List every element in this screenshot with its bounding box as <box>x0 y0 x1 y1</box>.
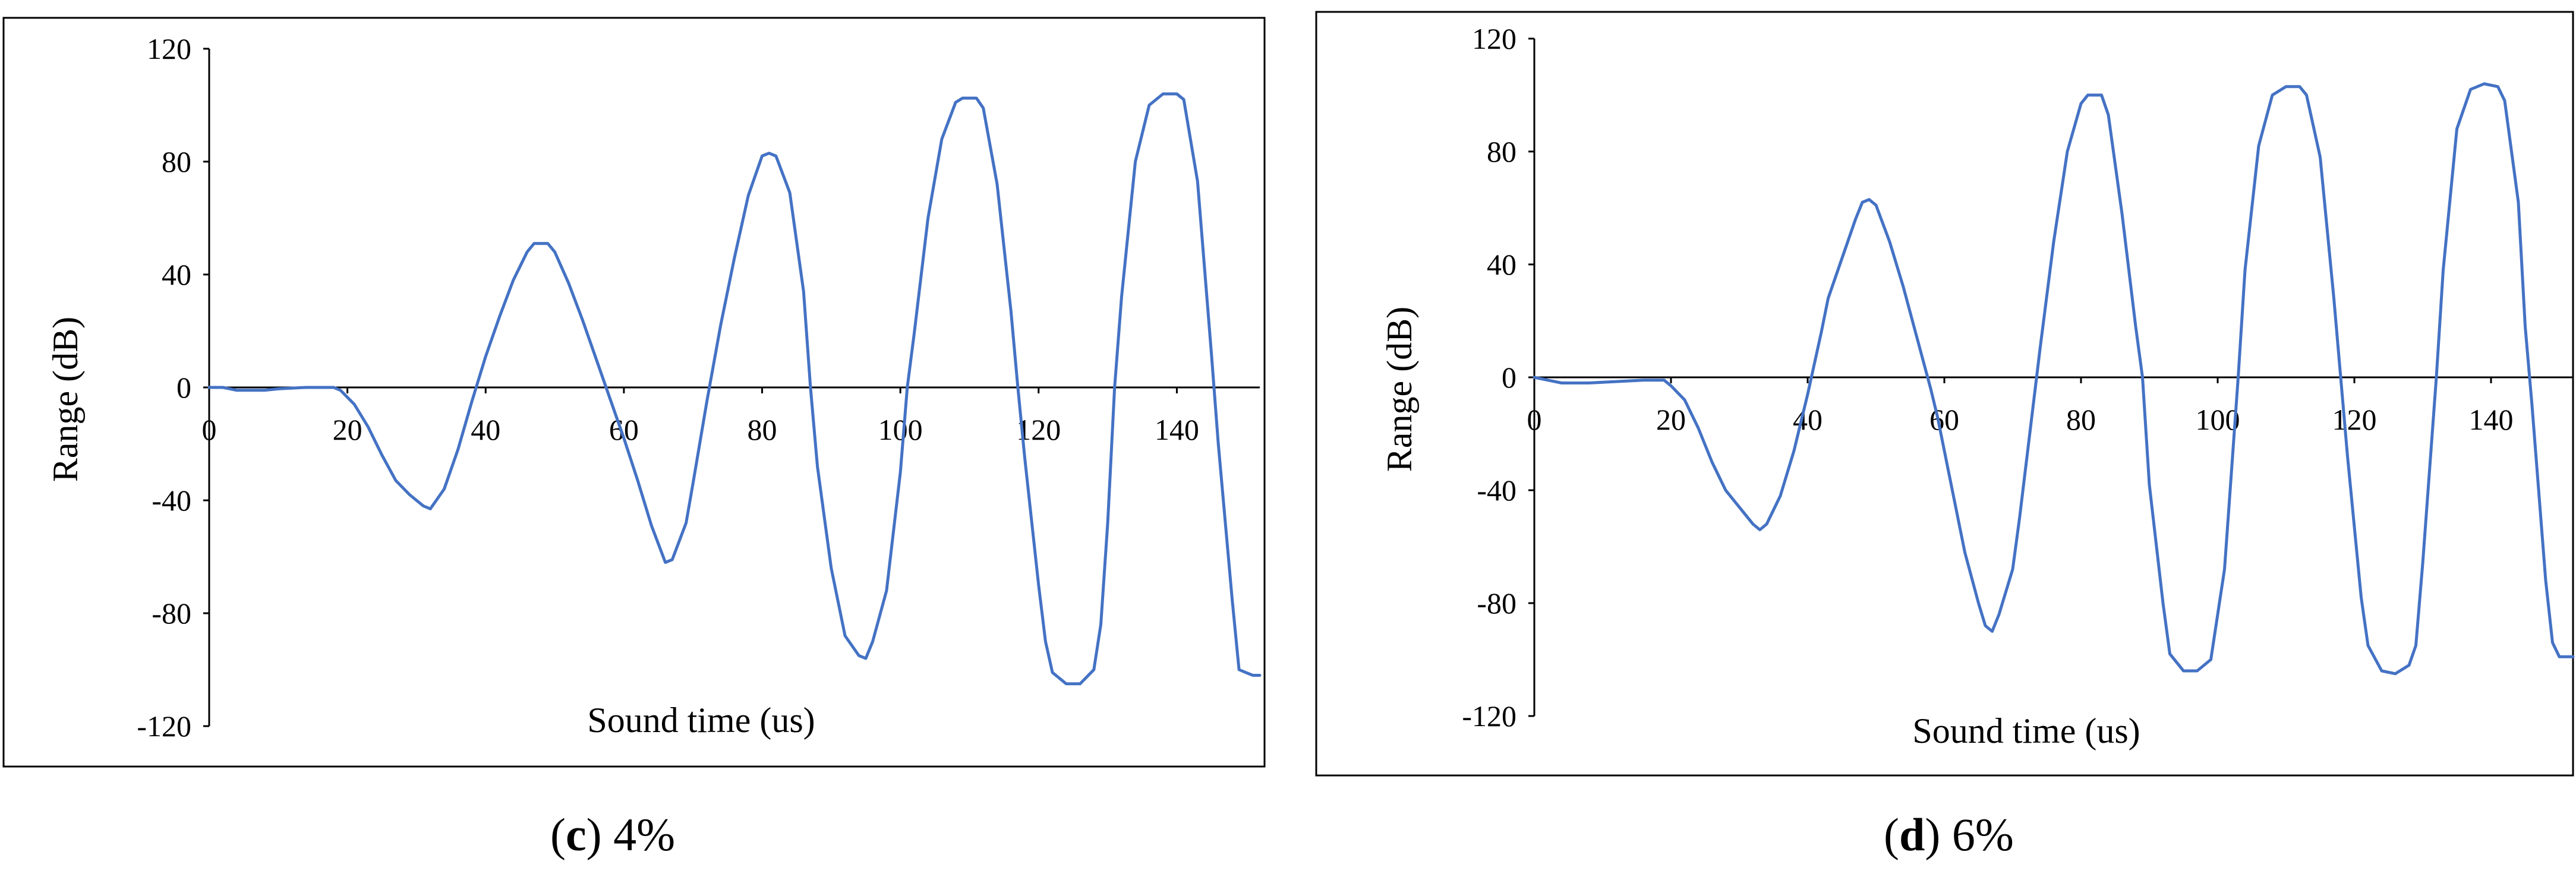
chart-panel-c: 120 80 40 0 -40 -80 -120 0 20 40 60 80 100 120 140 Soun… <box>2 17 1266 860</box>
x-tick-label: 20 <box>1656 403 1686 436</box>
y-tick-label: 80 <box>162 145 191 178</box>
y-tick-label: -80 <box>152 597 191 630</box>
chart-panel-d: 120 80 40 0 -40 -80 -120 0 20 40 60 80 100 120 140 Soun… <box>1289 0 2576 883</box>
caption-letter: c <box>565 809 587 860</box>
x-tick-label: 40 <box>471 413 500 446</box>
caption-letter: d <box>1899 809 1925 860</box>
x-tick-label: 0 <box>202 413 217 446</box>
caption-d: (d) 6% <box>1884 809 2014 860</box>
x-tick-label: 140 <box>2469 403 2514 436</box>
y-axis-title: Range (dB) <box>46 317 85 482</box>
y-tick-label: 120 <box>1472 22 1516 55</box>
x-tick-label: 120 <box>2332 403 2377 436</box>
series-line <box>1533 82 2575 676</box>
chart-frame <box>1315 11 2574 777</box>
x-tick-label: 0 <box>1527 403 1542 436</box>
chart-frame <box>2 17 1266 768</box>
caption-c: (c) 4% <box>550 809 676 860</box>
x-tick-label: 100 <box>878 413 923 446</box>
y-tick-label: 40 <box>162 258 191 291</box>
x-tick-label: 80 <box>2066 403 2096 436</box>
series-line <box>207 92 1262 686</box>
y-tick-label: 80 <box>1487 135 1516 168</box>
y-axis-title: Range (dB) <box>1380 307 1419 472</box>
y-tick-label: -40 <box>152 484 191 517</box>
y-tick-label: -120 <box>137 709 191 743</box>
y-tick-label: -40 <box>1477 474 1516 507</box>
caption-text: 6% <box>1951 809 2014 860</box>
y-tick-label: 0 <box>176 371 191 404</box>
y-tick-label: 0 <box>1502 361 1516 394</box>
y-tick-label: 40 <box>1487 248 1516 281</box>
x-tick-label: 140 <box>1155 413 1199 446</box>
y-tick-label: -80 <box>1477 586 1516 620</box>
y-tick-label: -120 <box>1462 699 1516 733</box>
x-axis-title: Sound time (us) <box>1912 711 2140 750</box>
x-tick-label: 100 <box>2196 403 2240 436</box>
x-axis-title: Sound time (us) <box>587 701 815 740</box>
x-tick-label: 20 <box>333 413 362 446</box>
y-tick-label: 120 <box>147 32 191 65</box>
caption-text: 4% <box>613 809 676 860</box>
x-tick-label: 80 <box>748 413 777 446</box>
